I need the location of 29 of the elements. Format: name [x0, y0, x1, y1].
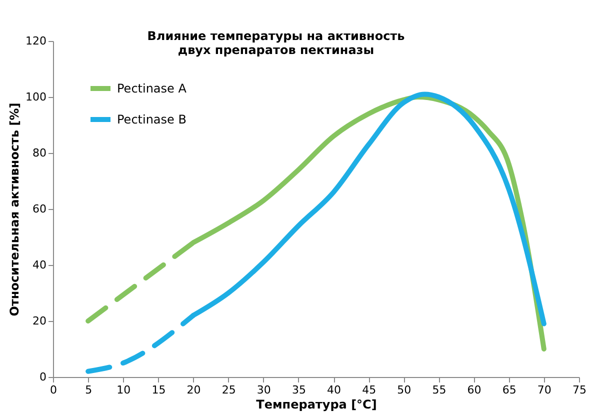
text: двух препаратов пектиназы [178, 43, 374, 57]
x-tick-label: 20 [186, 384, 201, 396]
y-tick-label: 40 [32, 258, 46, 272]
y-tick-label: 20 [32, 314, 46, 328]
x-tick-label: 35 [292, 384, 306, 396]
x-tick-label: 40 [327, 384, 342, 396]
y-tick-label: 0 [40, 370, 46, 384]
legend-label: Pectinase B [117, 112, 186, 126]
y-tick-label: 80 [32, 146, 46, 160]
x-tick-label: 30 [256, 384, 271, 396]
x-tick-label: 25 [222, 384, 236, 396]
x-axis-title: Температура [°C] [256, 398, 377, 412]
x-tick-label: 0 [50, 384, 57, 396]
y-tick-label: 100 [26, 90, 46, 104]
y-tick-label: 60 [32, 202, 46, 216]
x-tick-label: 65 [502, 384, 516, 396]
legend-label: Pectinase A [117, 82, 188, 96]
x-tick-label: 15 [152, 384, 166, 396]
y-tick-label: 120 [26, 34, 46, 48]
x-tick-label: 5 [85, 384, 92, 396]
x-tick-label: 70 [537, 384, 552, 396]
y-axis-title: Относительная активность [%] [8, 102, 22, 316]
text: Влияние температуры на активность [147, 29, 405, 43]
x-tick-label: 45 [362, 384, 376, 396]
x-tick-label: 75 [572, 384, 586, 396]
x-tick-label: 60 [467, 384, 482, 396]
x-tick-label: 10 [116, 384, 131, 396]
x-tick-label: 55 [432, 384, 446, 396]
x-tick-label: 50 [397, 384, 412, 396]
